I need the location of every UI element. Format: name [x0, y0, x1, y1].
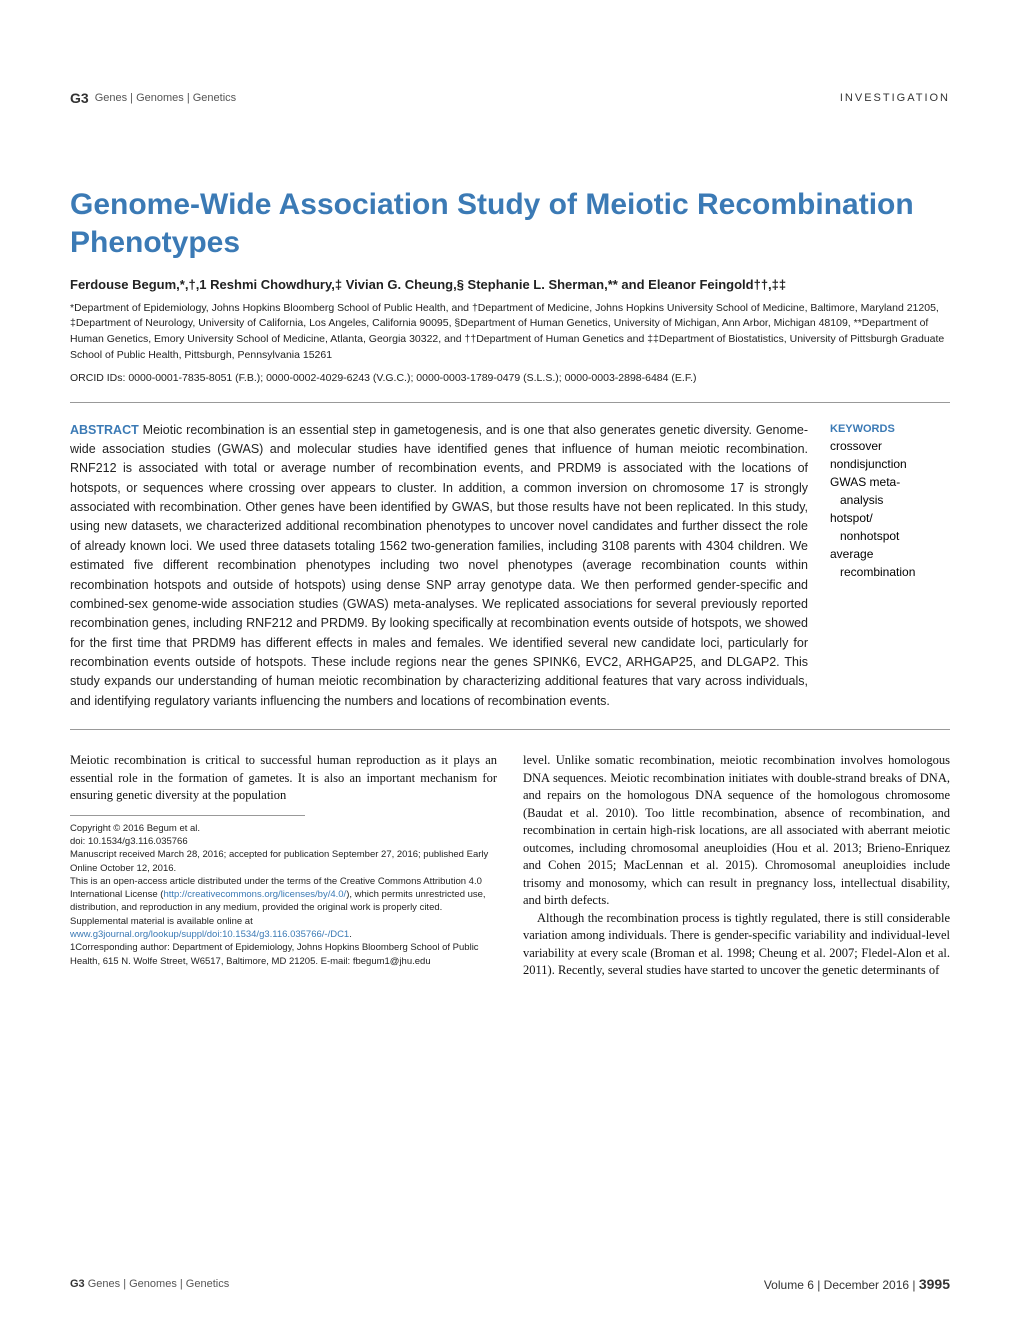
keyword-item: GWAS meta-: [830, 473, 950, 491]
header-bar: G3 Genes | Genomes | Genetics INVESTIGAT…: [70, 90, 950, 106]
corresponding-author: 1Corresponding author: Department of Epi…: [70, 941, 497, 968]
abstract-label: ABSTRACT: [70, 423, 139, 437]
orcid-ids: ORCID IDs: 0000-0001-7835-8051 (F.B.); 0…: [70, 372, 950, 384]
abstract-body: Meiotic recombination is an essential st…: [70, 423, 808, 708]
issue-label: Volume 6 | December 2016 |: [764, 1278, 919, 1292]
affiliations: *Department of Epidemiology, Johns Hopki…: [70, 301, 950, 364]
article-metadata: Copyright © 2016 Begum et al. doi: 10.15…: [70, 822, 497, 968]
body-paragraph: Meiotic recombination is critical to suc…: [70, 752, 497, 805]
footer-logo-text: Genes | Genomes | Genetics: [88, 1278, 229, 1290]
body-columns: Meiotic recombination is critical to suc…: [70, 752, 950, 980]
keyword-item: crossover: [830, 437, 950, 455]
doi-line: doi: 10.1534/g3.116.035766: [70, 835, 497, 848]
article-type: INVESTIGATION: [840, 92, 950, 104]
footer-issue: Volume 6 | December 2016 | 3995: [764, 1276, 950, 1292]
logo-mark: G3: [70, 90, 89, 106]
keyword-item: nondisjunction: [830, 455, 950, 473]
page-number: 3995: [919, 1276, 950, 1292]
copyright-line: Copyright © 2016 Begum et al.: [70, 822, 497, 835]
author-list: Ferdouse Begum,*,†,1 Reshmi Chowdhury,‡ …: [70, 275, 950, 295]
abstract-block: ABSTRACT Meiotic recombination is an ess…: [70, 421, 950, 712]
page-footer: G3 Genes | Genomes | Genetics Volume 6 |…: [70, 1276, 950, 1292]
keyword-item: recombination: [830, 563, 950, 581]
body-paragraph: level. Unlike somatic recombination, mei…: [523, 752, 950, 910]
dates-line: Manuscript received March 28, 2016; acce…: [70, 848, 497, 875]
journal-logo: G3 Genes | Genomes | Genetics: [70, 90, 236, 106]
keywords-heading: KEYWORDS: [830, 421, 950, 438]
keywords-column: KEYWORDS crossover nondisjunction GWAS m…: [830, 421, 950, 712]
footer-logo: G3 Genes | Genomes | Genetics: [70, 1278, 229, 1290]
divider: [70, 729, 950, 730]
keyword-item: hotspot/: [830, 509, 950, 527]
article-title: Genome-Wide Association Study of Meiotic…: [70, 186, 950, 261]
divider: [70, 402, 950, 403]
right-column: level. Unlike somatic recombination, mei…: [523, 752, 950, 980]
keyword-item: nonhotspot: [830, 527, 950, 545]
supplemental-link[interactable]: www.g3journal.org/lookup/suppl/doi:10.15…: [70, 929, 349, 940]
keyword-item: average: [830, 545, 950, 563]
supplemental-line: Supplemental material is available onlin…: [70, 915, 497, 942]
abstract-text: ABSTRACT Meiotic recombination is an ess…: [70, 421, 808, 712]
body-paragraph: Although the recombination process is ti…: [523, 910, 950, 980]
license-link[interactable]: http://creativecommons.org/licenses/by/4…: [163, 889, 346, 900]
footer-logo-mark: G3: [70, 1278, 85, 1290]
logo-text: Genes | Genomes | Genetics: [95, 92, 236, 104]
divider-short: [70, 815, 305, 816]
keyword-item: analysis: [830, 491, 950, 509]
left-column: Meiotic recombination is critical to suc…: [70, 752, 497, 980]
license-line: This is an open-access article distribut…: [70, 875, 497, 915]
